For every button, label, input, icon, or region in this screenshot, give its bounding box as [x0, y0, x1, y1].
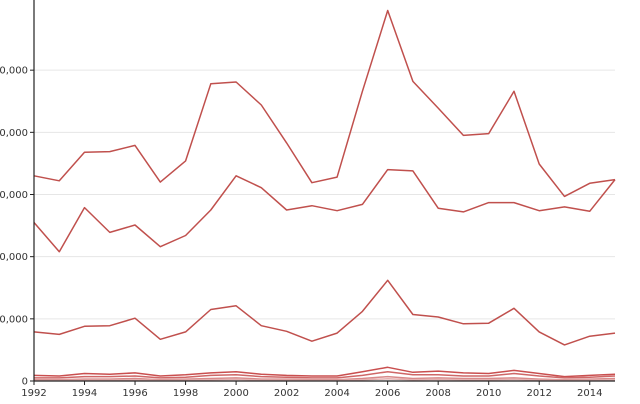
x-tick-label: 2006	[375, 388, 400, 399]
x-tick-label: 2010	[476, 388, 501, 399]
series-line	[33, 366, 616, 378]
series-lines	[33, 9, 616, 382]
y-tick-label: 50,000	[0, 66, 28, 77]
x-tick-label: 2014	[577, 388, 602, 399]
gridlines	[34, 69, 615, 320]
y-tick-label: 0	[22, 377, 28, 388]
x-tick-label: 2004	[324, 388, 349, 399]
series-line	[33, 9, 616, 198]
x-tick-label: 2000	[223, 388, 248, 399]
axes: 0 10,000 20,000 30,000 40,000 50,000 1992 1994 1…	[0, 0, 615, 399]
y-tick-label: 40,000	[0, 128, 28, 139]
x-tick-label: 2008	[425, 388, 450, 399]
x-tick-label: 1998	[173, 388, 198, 399]
x-tick-label: 2002	[274, 388, 299, 399]
x-tick-label: 1992	[21, 388, 46, 399]
series-line	[33, 279, 616, 346]
x-tick-label: 1994	[72, 388, 97, 399]
x-tick-label: 1996	[122, 388, 147, 399]
y-tick-label: 30,000	[0, 190, 28, 201]
series-line	[33, 168, 616, 253]
x-tick-label: 2012	[526, 388, 551, 399]
series-line	[34, 370, 616, 379]
y-tick-label: 20,000	[0, 252, 28, 263]
y-tick-label: 10,000	[0, 314, 28, 325]
